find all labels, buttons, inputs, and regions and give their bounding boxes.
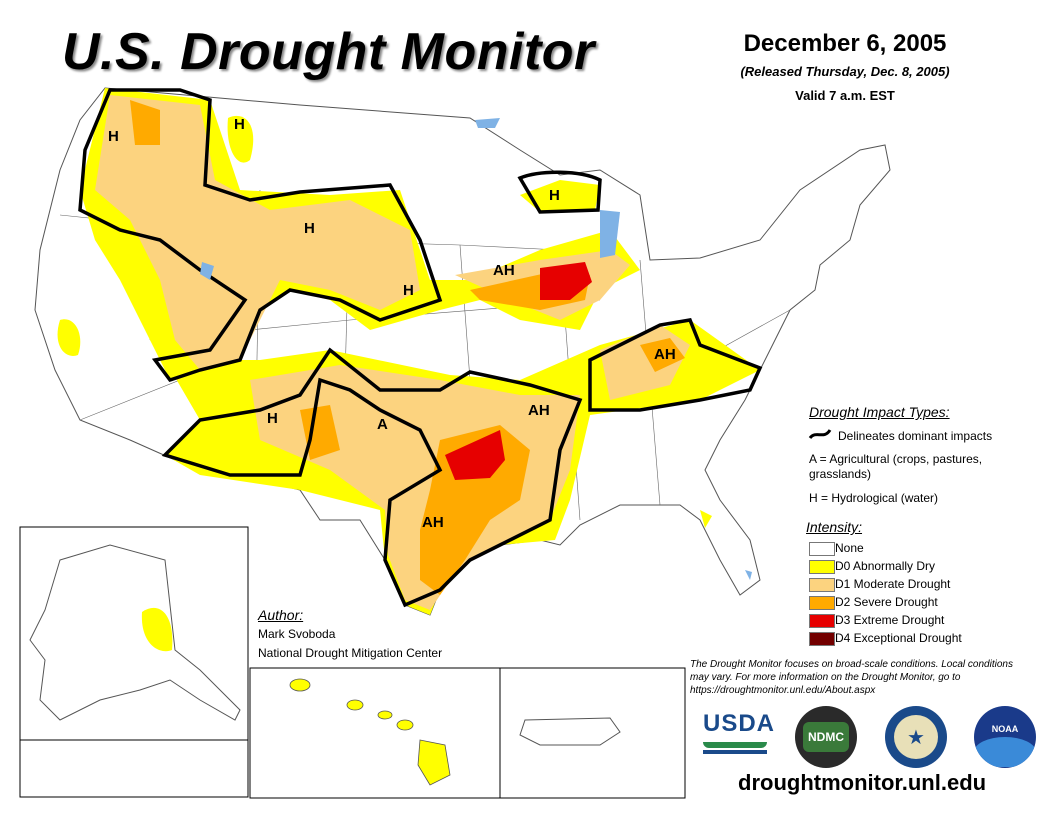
map-date: December 6, 2005 (743, 30, 947, 57)
intensity-label: None (835, 541, 864, 555)
intensity-label: D1 Moderate Drought (835, 577, 951, 591)
ndmc-logo: NDMC (795, 706, 857, 768)
puerto-rico-shape (519, 717, 621, 746)
page-title: U.S. Drought Monitor (62, 23, 595, 81)
intensity-swatch (809, 578, 835, 592)
map-label: H (234, 116, 245, 133)
map-label: H (403, 282, 414, 299)
map-label: AH (493, 262, 515, 279)
usda-logo: USDA (703, 710, 774, 760)
alaska-d0 (141, 607, 173, 652)
map-label: AH (422, 514, 444, 531)
impact-boundaries (78, 88, 763, 608)
hydrological-text: H = Hydrological (water) (809, 491, 939, 505)
intensity-swatch (809, 632, 835, 646)
alaska-shape (29, 544, 241, 721)
author-org: National Drought Mitigation Center (258, 646, 443, 660)
release-date: (Released Thursday, Dec. 8, 2005) (740, 64, 950, 79)
map-label: AH (528, 402, 550, 419)
puerto-rico-inset-frame (499, 667, 686, 799)
intensity-label: D4 Exceptional Drought (835, 631, 962, 645)
intensity-label: D2 Severe Drought (835, 595, 938, 609)
map-label: H (267, 410, 278, 427)
intensity-heading: Intensity: (806, 519, 863, 535)
map-label: H (549, 187, 560, 204)
author-name: Mark Svoboda (258, 627, 336, 641)
water-bodies (200, 118, 752, 580)
map-label: H (304, 220, 315, 237)
eagle-icon: ★ (894, 715, 938, 759)
author-heading: Author: (258, 607, 304, 623)
noaa-logo: NOAA (974, 706, 1036, 768)
website-url[interactable]: droughtmonitor.unl.edu (738, 770, 987, 795)
intensity-swatch (809, 542, 835, 556)
hawaii-islands (289, 678, 451, 786)
map-label: A (377, 416, 388, 433)
delineation-line-sample (808, 429, 832, 440)
commerce-seal-logo: ★ (885, 706, 947, 768)
map-label: AH (654, 346, 676, 363)
intensity-label: D0 Abnormally Dry (835, 559, 936, 573)
intensity-swatch (809, 614, 835, 628)
disclaimer-note: The Drought Monitor focuses on broad-sca… (690, 659, 1013, 696)
map-label: H (108, 128, 119, 145)
impact-types-heading: Drought Impact Types: (809, 404, 950, 420)
agricultural-text: A = Agricultural (crops, pastures, grass… (809, 452, 983, 481)
delineates-text: Delineates dominant impacts (838, 429, 993, 443)
alaska-inset-frame (19, 526, 249, 798)
intensity-swatch (809, 560, 835, 574)
intensity-swatch (809, 596, 835, 610)
valid-time: Valid 7 a.m. EST (795, 88, 895, 103)
hawaii-inset-frame (249, 667, 501, 799)
intensity-label: D3 Extreme Drought (835, 613, 945, 627)
d3-areas (445, 262, 592, 480)
